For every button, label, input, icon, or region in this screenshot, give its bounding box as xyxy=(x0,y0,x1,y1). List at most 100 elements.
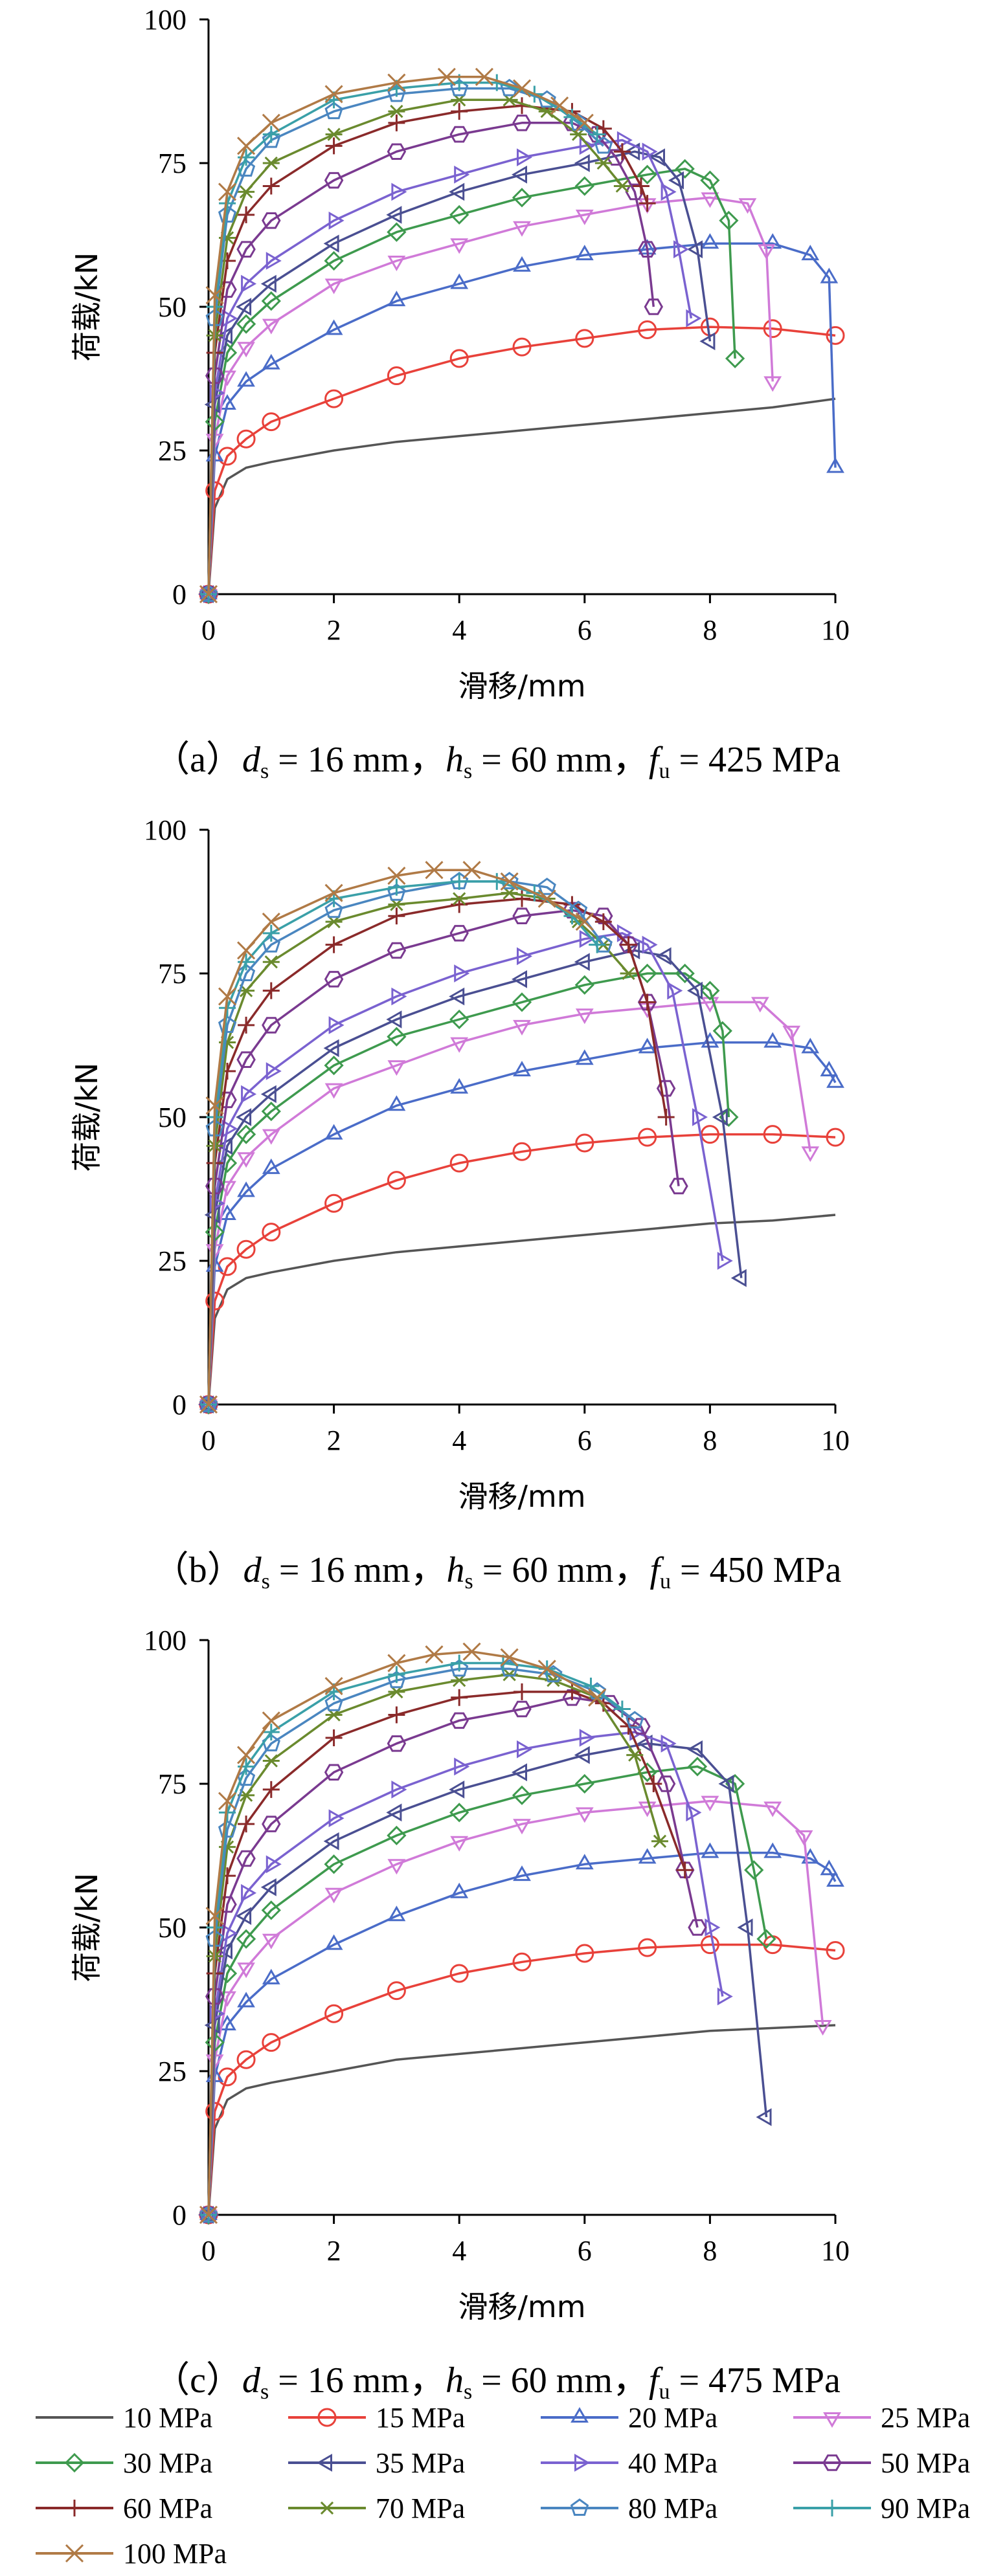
data-point xyxy=(575,245,594,261)
data-point xyxy=(236,1768,256,1786)
data-point xyxy=(454,964,470,983)
data-point xyxy=(324,1934,343,1950)
series-30-mpa xyxy=(198,159,745,605)
y-tick-label: 50 xyxy=(158,1102,186,1133)
data-point xyxy=(512,1785,532,1805)
series-60-mpa xyxy=(200,97,656,603)
series-15-mpa xyxy=(199,1935,845,2225)
data-point xyxy=(820,1860,839,1876)
x-axis-label: 滑移/mm xyxy=(458,2289,585,2324)
data-point xyxy=(218,205,237,223)
data-point xyxy=(450,238,469,254)
data-point xyxy=(449,183,465,201)
data-point xyxy=(700,981,720,1001)
data-point xyxy=(387,1095,406,1111)
data-point xyxy=(218,1204,236,1220)
legend-entry: 50 MPa xyxy=(793,2447,970,2479)
series-line xyxy=(207,150,712,595)
data-point xyxy=(686,981,703,1000)
series-10-mpa xyxy=(207,2024,836,2215)
legend: 10 MPa 15 MPa 20 MPa 25 MPa 30 MPa 35 MPa 40 M… xyxy=(36,2402,970,2570)
data-point xyxy=(512,115,532,131)
legend-label: 25 MPa xyxy=(881,2402,970,2434)
data-point xyxy=(261,1101,281,1122)
legend-entry: 90 MPa xyxy=(793,2493,970,2524)
data-point xyxy=(537,877,556,895)
data-point xyxy=(387,1060,406,1076)
data-point xyxy=(450,1078,469,1094)
data-point xyxy=(637,1762,657,1782)
y-tick-label: 25 xyxy=(158,1245,186,1277)
data-point xyxy=(218,1820,237,1838)
data-point xyxy=(236,1108,252,1126)
data-point xyxy=(616,131,633,150)
series-line xyxy=(207,880,605,1405)
data-point xyxy=(737,1918,753,1937)
data-point xyxy=(820,1060,839,1076)
legend-swatch-marker xyxy=(823,2412,841,2428)
data-point xyxy=(237,1152,255,1168)
caption-fu-symbol: f xyxy=(648,2360,659,2401)
data-point xyxy=(725,1773,745,1794)
data-point xyxy=(673,240,689,259)
caption-fu-symbol: f xyxy=(649,1550,661,1590)
data-point xyxy=(514,890,530,907)
data-point xyxy=(387,1654,406,1672)
legend-swatch-marker xyxy=(319,2501,335,2515)
caption-tag: （a） xyxy=(153,740,243,780)
data-point xyxy=(236,2050,256,2069)
data-point xyxy=(626,1711,644,1729)
data-point xyxy=(826,1127,845,1147)
y-tick-label: 75 xyxy=(158,958,186,990)
data-point xyxy=(218,987,237,1006)
data-point xyxy=(325,137,343,155)
legend-label: 20 MPa xyxy=(628,2402,717,2434)
chart-panel-a: 0 25 50 75 100 0 2 4 6 8 10 滑移/mm 荷载/kN xyxy=(69,4,850,704)
legend-entry: 35 MPa xyxy=(288,2447,465,2479)
series-line xyxy=(207,1851,837,2215)
data-point xyxy=(449,349,469,368)
caption-tag: （c） xyxy=(153,2360,243,2401)
data-point xyxy=(763,1032,782,1048)
data-point xyxy=(236,1850,256,1867)
data-point xyxy=(575,1008,594,1025)
data-point xyxy=(324,1676,343,1696)
y-tick-label: 50 xyxy=(158,1912,186,1944)
legend-label: 35 MPa xyxy=(376,2447,465,2479)
data-point xyxy=(450,1836,469,1852)
data-point xyxy=(594,156,612,170)
data-point xyxy=(324,1124,343,1140)
chart-panel-b: 0 25 50 75 100 0 2 4 6 8 10 滑移/mm 荷载/kN xyxy=(69,814,850,1514)
legend-label: 70 MPa xyxy=(376,2493,465,2524)
caption-hs-subscript: s xyxy=(463,2380,473,2404)
data-point xyxy=(701,1842,719,1858)
data-point xyxy=(637,241,657,258)
data-point xyxy=(205,286,224,305)
data-point xyxy=(437,67,456,86)
series-100-mpa xyxy=(199,67,594,604)
data-point xyxy=(826,457,844,473)
caption-hs-subscript: s xyxy=(464,1570,473,1593)
data-point xyxy=(511,165,527,184)
data-point xyxy=(388,1666,405,1683)
data-point xyxy=(575,1133,594,1153)
series-line xyxy=(207,1943,836,2215)
data-point xyxy=(763,376,782,392)
series-20-mpa xyxy=(199,233,844,599)
data-point xyxy=(661,1735,677,1753)
data-point xyxy=(262,130,280,148)
series-25-mpa xyxy=(199,1795,832,2225)
legend-swatch-marker xyxy=(317,2454,332,2472)
data-point xyxy=(238,185,255,199)
data-point xyxy=(387,366,406,386)
data-point xyxy=(637,164,657,184)
data-point xyxy=(449,987,465,1006)
data-point xyxy=(260,274,277,293)
data-point xyxy=(262,924,280,942)
x-tick-label: 10 xyxy=(821,2235,850,2267)
data-point xyxy=(324,85,343,104)
data-point xyxy=(387,942,407,959)
data-point xyxy=(512,1142,532,1161)
data-point xyxy=(517,148,533,167)
